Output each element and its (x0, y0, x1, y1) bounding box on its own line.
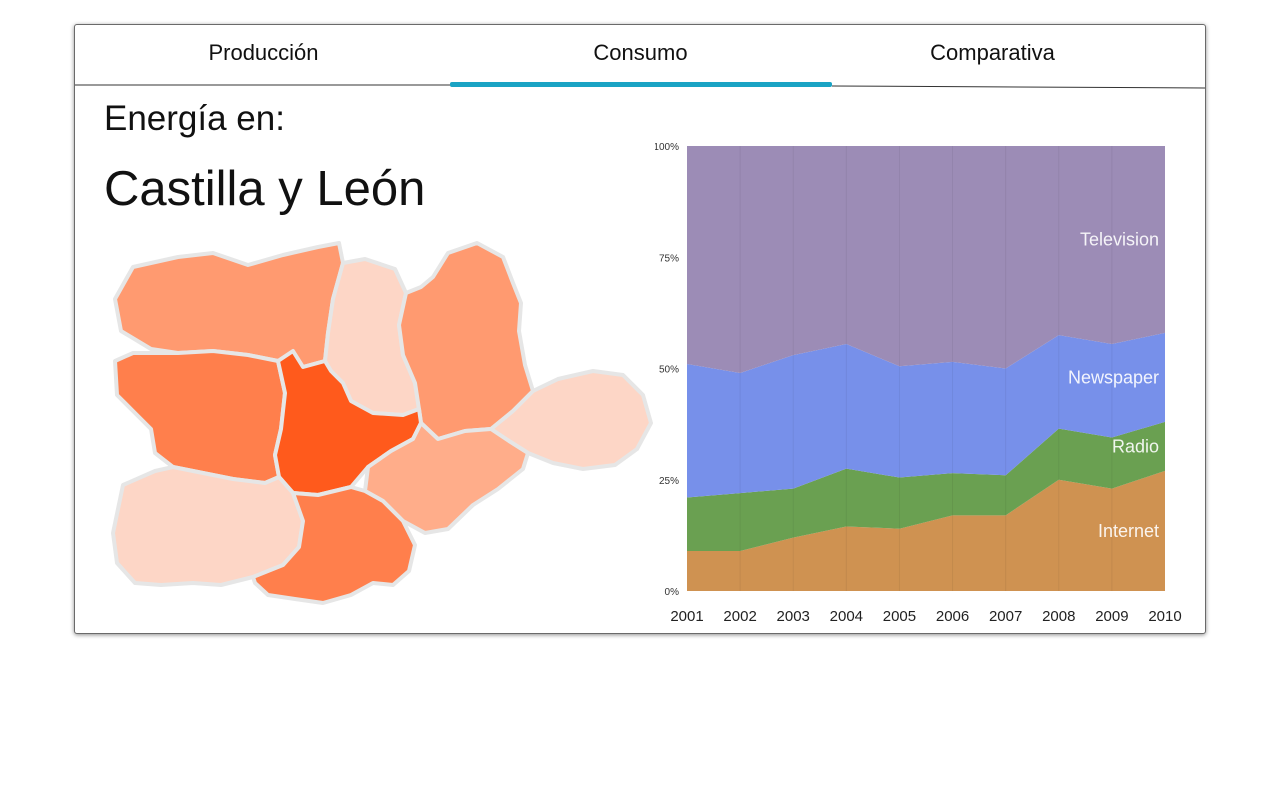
province-zamora[interactable] (113, 349, 287, 485)
x-tick-label: 2002 (723, 608, 756, 621)
province-avila[interactable] (251, 485, 417, 605)
tab-bar: Producción Consumo Comparativa (75, 25, 1205, 89)
tab-divider (75, 82, 1205, 89)
tab-comparativa[interactable]: Comparativa (930, 40, 1055, 65)
chart-areas (687, 146, 1165, 591)
x-tick-label: 2010 (1148, 608, 1181, 621)
province-segovia[interactable] (363, 421, 530, 535)
x-tick-label: 2007 (989, 608, 1022, 621)
x-tick-label: 2001 (670, 608, 703, 621)
area-newspaper (687, 332, 1165, 498)
region-heading: Energía en: (104, 99, 285, 138)
x-tick-label: 2006 (936, 608, 969, 621)
y-tick-label: 75% (659, 253, 679, 264)
area-television (687, 146, 1165, 373)
tab-consumo[interactable]: Consumo (593, 40, 688, 65)
y-tick-label: 25% (659, 476, 679, 487)
y-axis-ticks: 0% 25% 50% 75% 100% (655, 142, 679, 598)
area-internet (687, 470, 1165, 591)
series-label-television: Television (1080, 229, 1159, 249)
series-label-newspaper: Newspaper (1068, 367, 1159, 387)
tab-produccion[interactable]: Producción (208, 40, 319, 65)
y-tick-label: 0% (665, 587, 680, 598)
region-name: Castilla y León (104, 162, 426, 216)
province-leon[interactable] (113, 241, 345, 369)
series-label-internet: Internet (1098, 521, 1159, 541)
x-tick-label: 2005 (883, 608, 916, 621)
main-panel: Producción Consumo Comparativa Energía e… (74, 24, 1206, 634)
y-tick-label: 100% (655, 142, 679, 153)
series-labels: Internet Radio Newspaper Television (1068, 229, 1159, 540)
stacked-area-chart: 2001 2002 2003 2004 2005 2006 2007 2008 2009 2010… (655, 142, 1182, 621)
x-axis-ticks: 2001 2002 2003 2004 2005 2006 2007 2008 2009 2010 (670, 608, 1181, 621)
x-tick-label: 2008 (1042, 608, 1075, 621)
province-map (111, 241, 653, 605)
area-radio (687, 421, 1165, 551)
y-tick-label: 50% (659, 365, 679, 376)
x-tick-label: 2009 (1095, 608, 1128, 621)
x-tick-label: 2003 (777, 608, 810, 621)
x-tick-label: 2004 (830, 608, 863, 621)
series-label-radio: Radio (1112, 436, 1159, 456)
active-tab-indicator (450, 82, 832, 87)
